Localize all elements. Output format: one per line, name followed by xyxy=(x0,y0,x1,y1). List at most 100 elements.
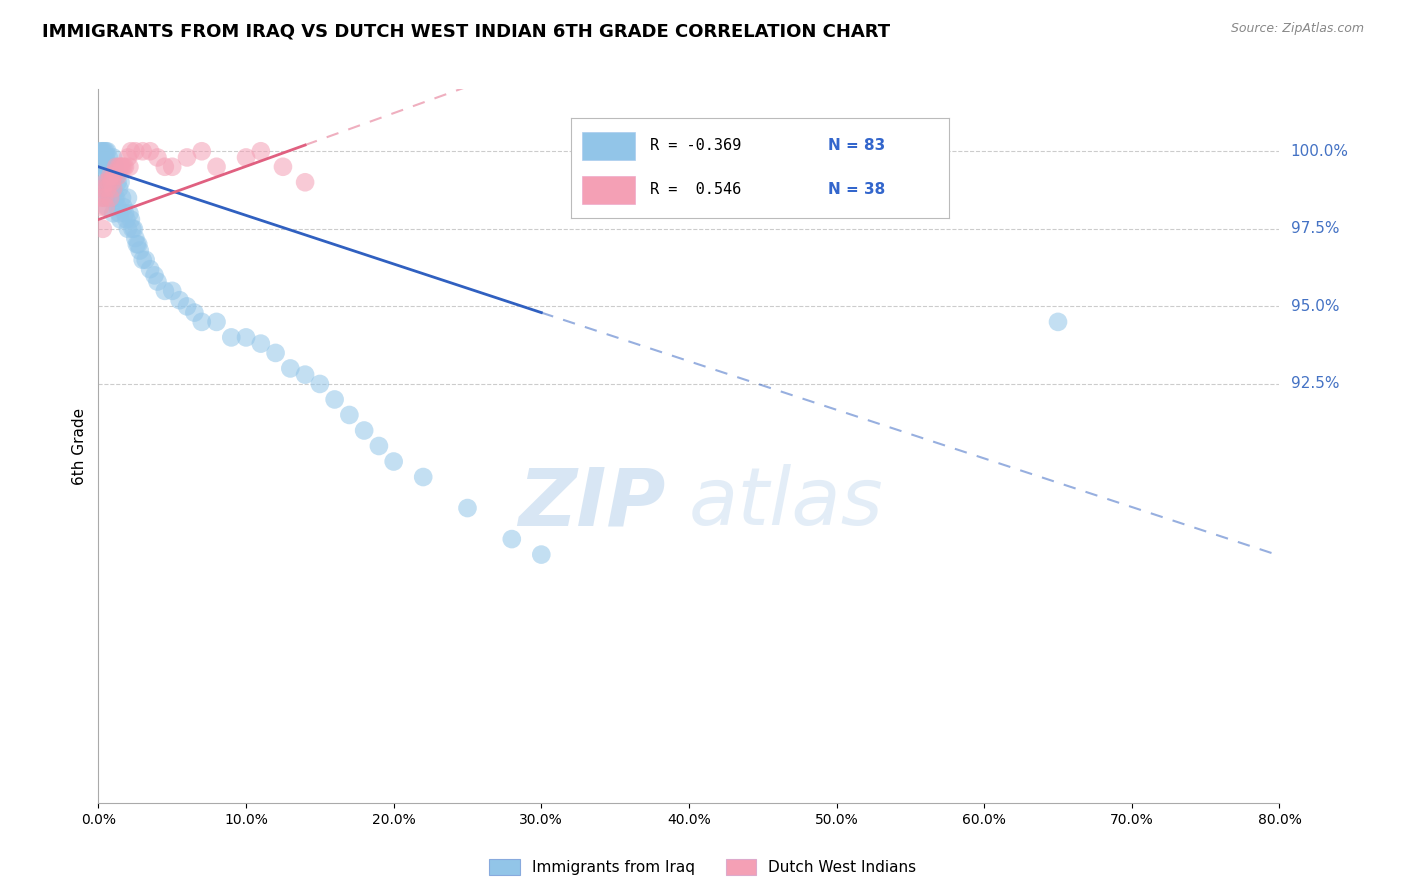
Text: 95.0%: 95.0% xyxy=(1291,299,1339,314)
Text: 97.5%: 97.5% xyxy=(1291,221,1339,236)
Point xyxy=(122,222,145,236)
Point xyxy=(93,191,115,205)
Point xyxy=(114,206,136,220)
Point xyxy=(90,191,112,205)
Point xyxy=(169,293,191,308)
Point xyxy=(96,175,118,189)
Point xyxy=(139,145,162,159)
Point xyxy=(382,454,405,468)
Point xyxy=(98,191,121,205)
Point xyxy=(235,151,257,165)
Point xyxy=(368,439,391,453)
Point xyxy=(100,160,122,174)
Point xyxy=(103,169,125,183)
Point xyxy=(112,160,135,174)
Point xyxy=(108,206,131,220)
Point xyxy=(114,160,136,174)
Point xyxy=(89,145,111,159)
Point xyxy=(100,175,122,189)
Point xyxy=(94,151,117,165)
Point xyxy=(103,181,125,195)
Point xyxy=(153,284,176,298)
Point xyxy=(96,145,118,159)
Point xyxy=(191,145,214,159)
Point xyxy=(107,175,129,189)
Point xyxy=(93,191,115,205)
Point xyxy=(93,145,115,159)
Point xyxy=(110,212,132,227)
Point xyxy=(89,200,111,214)
Point xyxy=(250,145,273,159)
Point xyxy=(153,160,176,174)
Point xyxy=(110,175,132,189)
Point xyxy=(124,231,146,245)
Point xyxy=(110,160,132,174)
Point xyxy=(91,145,114,159)
Point xyxy=(97,151,120,165)
Point xyxy=(118,206,141,220)
Text: Source: ZipAtlas.com: Source: ZipAtlas.com xyxy=(1230,22,1364,36)
Point xyxy=(501,532,523,546)
Point xyxy=(278,361,302,376)
Point xyxy=(100,181,122,195)
Point xyxy=(98,175,121,189)
Point xyxy=(98,169,121,183)
Point xyxy=(104,160,127,174)
Point xyxy=(91,181,114,195)
Point xyxy=(412,470,434,484)
Point xyxy=(112,200,135,214)
Point xyxy=(94,200,117,214)
Point xyxy=(97,181,120,195)
Point xyxy=(271,160,294,174)
Point xyxy=(353,424,375,438)
Point xyxy=(128,244,150,258)
Point xyxy=(117,191,139,205)
Point xyxy=(93,169,115,183)
Point xyxy=(162,160,183,174)
Text: ZIP: ZIP xyxy=(517,464,665,542)
Point xyxy=(294,368,316,382)
Point xyxy=(250,336,273,351)
Point xyxy=(191,315,214,329)
Point xyxy=(105,169,128,183)
Point xyxy=(103,206,125,220)
Text: 92.5%: 92.5% xyxy=(1291,376,1339,392)
Point xyxy=(121,222,143,236)
Legend: Immigrants from Iraq, Dutch West Indians: Immigrants from Iraq, Dutch West Indians xyxy=(489,860,917,875)
Point xyxy=(294,175,316,189)
Point xyxy=(98,160,121,174)
Text: atlas: atlas xyxy=(689,464,884,542)
Point xyxy=(94,175,117,189)
Text: 100.0%: 100.0% xyxy=(1291,144,1348,159)
Point xyxy=(115,212,138,227)
Point xyxy=(235,330,257,344)
Point xyxy=(127,237,149,252)
Point xyxy=(132,145,155,159)
Point xyxy=(104,166,127,180)
Text: IMMIGRANTS FROM IRAQ VS DUTCH WEST INDIAN 6TH GRADE CORRELATION CHART: IMMIGRANTS FROM IRAQ VS DUTCH WEST INDIA… xyxy=(42,22,890,40)
Point xyxy=(94,145,117,159)
Point xyxy=(176,151,198,165)
Point xyxy=(1046,315,1069,329)
Point xyxy=(124,145,146,159)
Point xyxy=(205,160,228,174)
Point xyxy=(117,151,139,165)
Point xyxy=(104,191,127,205)
Point xyxy=(91,160,114,174)
Point xyxy=(91,181,114,195)
Point xyxy=(530,548,553,562)
Point xyxy=(205,315,228,329)
Point xyxy=(183,305,205,319)
Point xyxy=(90,151,112,165)
Point xyxy=(103,166,125,180)
Point xyxy=(96,200,118,214)
Point xyxy=(219,330,243,344)
Point xyxy=(96,160,118,174)
Point xyxy=(143,268,166,283)
Point xyxy=(337,408,360,422)
Point xyxy=(162,284,183,298)
Point xyxy=(105,191,128,205)
Point xyxy=(90,145,112,159)
Point xyxy=(176,299,198,313)
Point xyxy=(94,175,117,189)
